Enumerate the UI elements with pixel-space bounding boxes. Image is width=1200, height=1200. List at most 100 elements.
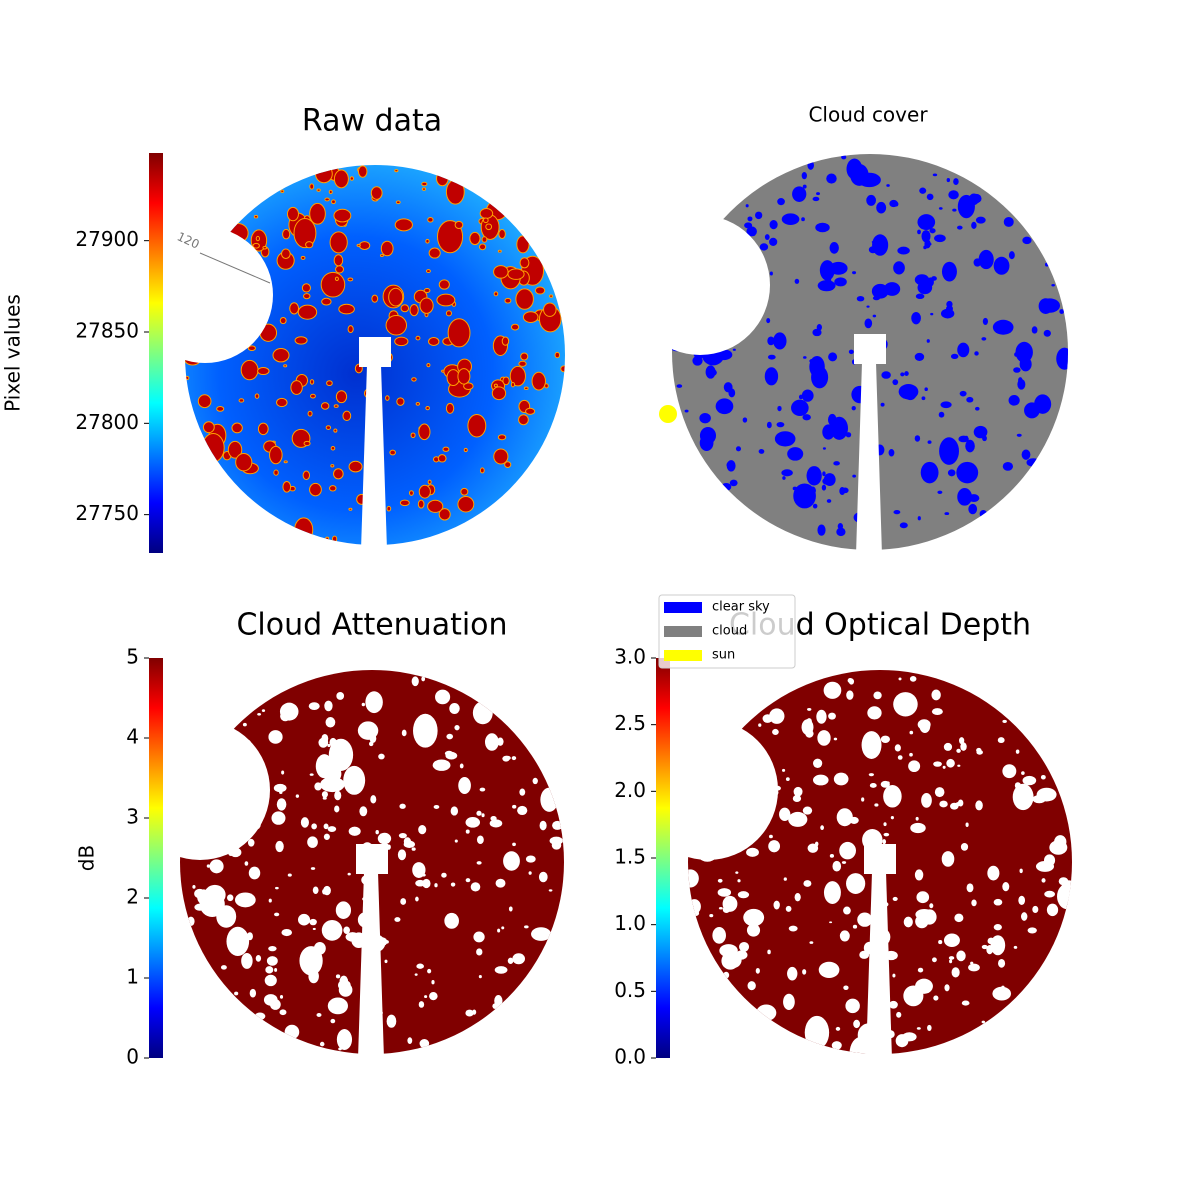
blob [255,955,262,962]
blob [502,755,510,762]
blob [425,269,431,274]
blob [457,368,471,385]
blob [342,410,352,422]
blob [479,467,485,474]
blob [857,912,873,927]
blob [816,192,821,196]
blob [326,380,333,387]
blob [872,314,877,318]
blob [864,318,873,329]
blob [853,1019,861,1029]
blob [525,407,536,415]
blob [421,187,427,191]
blob [540,787,559,812]
blob [852,271,857,275]
blob [476,835,484,845]
blob [893,510,901,515]
blob [507,957,514,964]
blob [956,461,979,484]
blob [1021,449,1031,460]
blob [227,894,234,902]
blob [331,199,336,205]
blob [333,428,338,433]
blob [361,702,366,707]
blob [323,833,330,840]
blob [498,229,506,240]
blob [273,469,279,476]
blob [280,710,291,722]
blob [801,172,807,180]
blob [978,249,994,270]
blob [909,676,917,682]
blob [956,748,961,753]
blob [792,794,802,803]
blob [717,878,723,883]
blob [894,744,901,752]
blob [1051,284,1055,287]
blob [445,310,452,317]
blob [476,810,482,816]
blob [965,439,975,453]
blob [812,503,818,509]
blob [976,747,982,753]
blob [950,353,959,360]
blob [410,432,416,439]
blob [957,488,973,506]
blob [454,724,460,731]
blob [899,522,908,529]
blob [751,231,756,237]
blob [746,847,759,857]
blob [1021,912,1028,921]
blob [305,241,314,249]
blob [333,404,339,408]
blob [427,968,432,974]
blob [846,873,866,894]
blob [497,928,501,933]
blob [309,773,314,776]
blob [871,283,889,299]
blob [297,913,311,926]
blob [788,925,798,932]
blob [921,396,926,401]
blob [275,840,284,853]
blob [323,823,329,830]
colorbar-tick-label: 0 [126,1045,139,1069]
blob [717,888,732,897]
blob [804,1015,830,1050]
blob [257,422,269,436]
blob [279,1009,287,1016]
blob [930,312,934,316]
legend-swatch [664,626,702,637]
blob [813,758,823,768]
blob [433,804,440,809]
blob [718,906,723,910]
blob [497,249,502,253]
blob [290,380,303,395]
blob [934,234,946,243]
blob [370,186,383,200]
blob [512,804,517,809]
blob [283,460,288,464]
blob [917,516,921,521]
blob [274,968,278,972]
blob [347,325,354,334]
blob [783,877,787,881]
blob [943,742,953,751]
blob [473,931,485,943]
blob [271,811,286,825]
blob [787,966,798,981]
blob [327,743,331,748]
blob [421,873,426,877]
blob [394,917,401,922]
blob [229,942,236,947]
blob [560,365,565,373]
blob [951,967,960,978]
blob [333,254,344,267]
blob [849,816,859,824]
blob [242,722,247,727]
blob [914,352,925,361]
blob [331,535,338,543]
blob [421,181,428,187]
blob [1019,868,1023,874]
blob [880,780,890,788]
